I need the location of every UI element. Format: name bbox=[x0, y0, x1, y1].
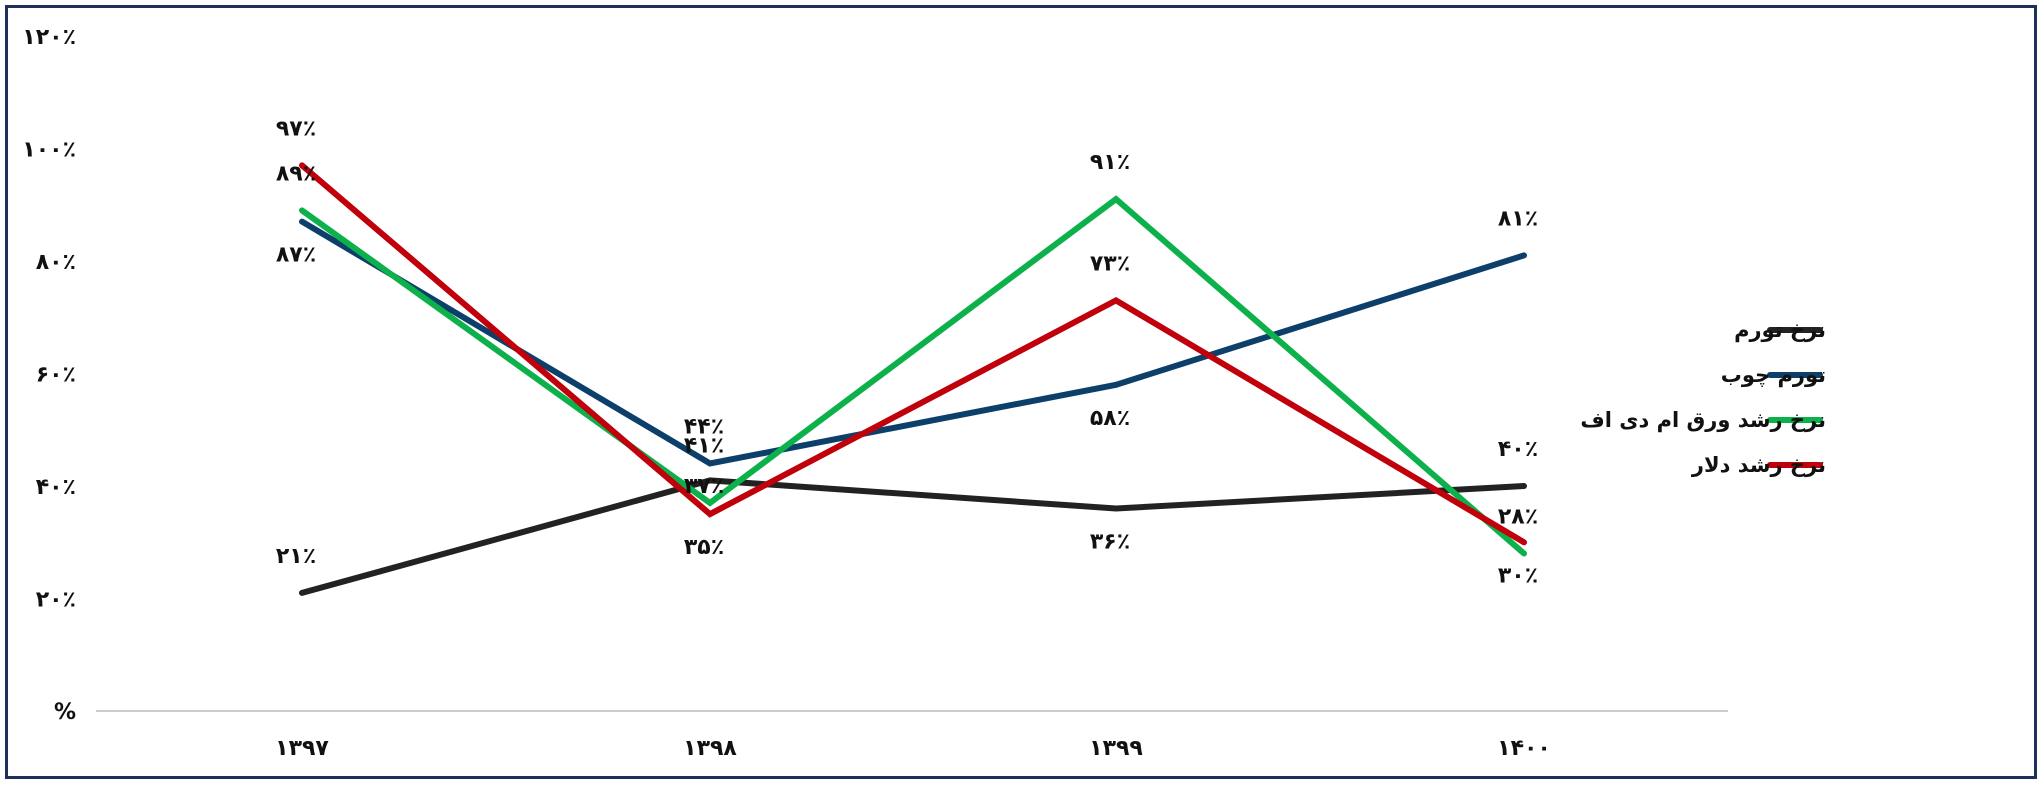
legend-label: نرخ رشد دلار bbox=[1691, 453, 1826, 477]
data-label: ۳۵٪ bbox=[684, 535, 724, 560]
data-label: ۸۹٪ bbox=[276, 161, 316, 186]
series-line bbox=[299, 162, 1527, 546]
data-label: ۸۱٪ bbox=[1498, 206, 1538, 231]
series-line bbox=[299, 477, 1527, 596]
data-label: ۸۷٪ bbox=[276, 243, 316, 268]
legend-item: نرخ رشد ورق ام دی اف bbox=[1580, 408, 1826, 432]
y-tick-label: ۱۰۰٪ bbox=[22, 138, 76, 163]
legend-item: نرخ رشد دلار bbox=[1691, 453, 1826, 477]
legend-label: نرخ تورم bbox=[1734, 318, 1826, 342]
legend-label: نرخ رشد ورق ام دی اف bbox=[1580, 408, 1826, 432]
y-tick-label: ۴۰٪ bbox=[36, 475, 76, 500]
x-tick-label: ۱۴۰۰ bbox=[1497, 736, 1551, 761]
x-tick-label: ۱۳۹۹ bbox=[1089, 736, 1143, 761]
legend: نرخ تورم تورم چوب نرخ رشد ورق ام دی اف نرخ … bbox=[1580, 318, 1826, 477]
data-label: ۲۸٪ bbox=[1498, 505, 1538, 530]
data-label: ۹۷٪ bbox=[276, 116, 316, 141]
legend-item: تورم چوب bbox=[1721, 363, 1826, 387]
legend-item: نرخ تورم bbox=[1734, 318, 1826, 342]
chart-frame bbox=[5, 5, 2037, 779]
x-tick-label: ۱۳۹۸ bbox=[683, 736, 737, 761]
data-label: ۴۱٪ bbox=[684, 433, 724, 458]
data-label: ۲۱٪ bbox=[276, 544, 316, 569]
y-tick-label: ۲۰٪ bbox=[36, 588, 76, 613]
data-label: ۷۳٪ bbox=[1090, 251, 1130, 276]
data-label: ۳۰٪ bbox=[1498, 563, 1538, 588]
data-label: ۹۱٪ bbox=[1090, 150, 1130, 175]
data-labels: ۲۱٪ ۳۶٪ ۴۰٪ ۸۷٪ ۴۴٪ ۵۸٪ ۸۱٪ ۸۹٪ ۹۱٪ ۲۸٪ ۹۷٪ ۳۵٪ ۷۳٪ ۳… bbox=[276, 116, 1538, 588]
series-lines bbox=[299, 162, 1527, 596]
data-label: ۳۶٪ bbox=[1090, 530, 1130, 555]
x-axis: ۱۳۹۷ ۱۳۹۸ ۱۳۹۹ ۱۴۰۰ bbox=[275, 736, 1551, 761]
x-tick-label: ۱۳۹۷ bbox=[275, 736, 329, 761]
legend-label: تورم چوب bbox=[1721, 363, 1826, 387]
data-label: ۴۴٪ bbox=[684, 415, 724, 440]
data-label: ۳۷٪ bbox=[684, 474, 724, 499]
y-tick-label: ۶۰٪ bbox=[36, 363, 76, 388]
data-label: ۵۸٪ bbox=[1090, 406, 1130, 431]
series-line bbox=[299, 195, 1527, 557]
y-axis: % ۲۰٪ ۴۰٪ ۶۰٪ ۸۰٪ ۱۰۰٪ ۱۲۰٪ bbox=[22, 25, 76, 725]
y-tick-label: ۱۲۰٪ bbox=[22, 25, 76, 50]
y-tick-label: % bbox=[54, 700, 76, 725]
y-tick-label: ۸۰٪ bbox=[36, 250, 76, 275]
data-label: ۴۰٪ bbox=[1498, 437, 1538, 462]
